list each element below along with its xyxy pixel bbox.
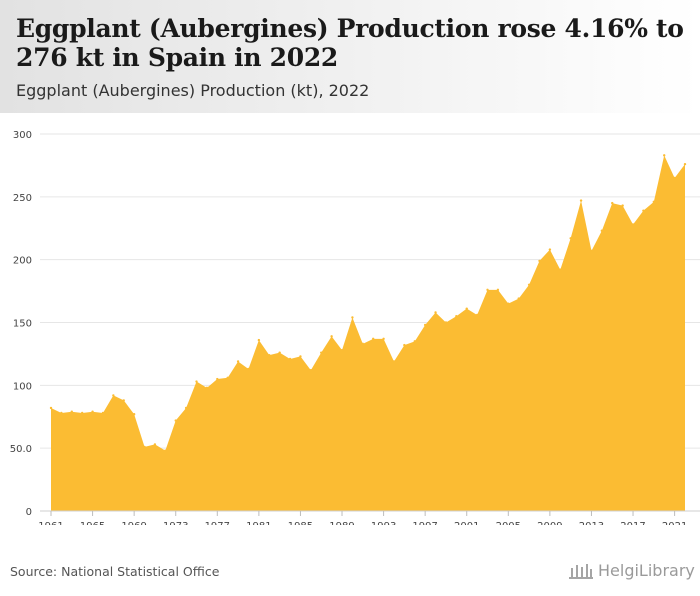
data-point-2019	[652, 200, 656, 204]
x-tick-label: 1989	[329, 521, 354, 525]
data-point-1985	[299, 355, 302, 358]
source-note: Source: National Statistical Office	[10, 564, 220, 579]
x-axis: 1961 1965 1969 1973 1977 1981 1985 1989 1993 1997…	[38, 510, 700, 525]
data-point-1987	[320, 351, 323, 354]
data-point-2015	[611, 201, 614, 205]
data-point-1989	[340, 348, 344, 352]
x-tick-label: 1993	[371, 521, 396, 525]
data-point-1961	[49, 406, 53, 410]
data-point-1964	[80, 411, 84, 415]
data-point-1986	[309, 369, 313, 372]
data-point-2005	[507, 302, 510, 305]
data-point-2010	[559, 268, 562, 271]
data-point-1994	[392, 360, 396, 363]
data-point-2018	[642, 209, 645, 212]
data-point-1999	[444, 321, 448, 324]
data-point-1993	[382, 337, 385, 341]
chart-subtitle: Eggplant (Aubergines) Production (kt), 2…	[16, 81, 370, 100]
y-tick-label: 100	[13, 381, 32, 392]
area-layer	[49, 154, 687, 512]
x-tick-label: 1997	[412, 521, 437, 525]
data-point-1982	[268, 353, 271, 357]
bank-building-icon	[569, 563, 593, 579]
x-tick-label: 2013	[579, 521, 604, 525]
data-point-1983	[278, 351, 281, 354]
page-title: Eggplant (Aubergines) Production rose 4.…	[16, 14, 684, 72]
data-point-1972	[164, 449, 167, 452]
data-point-1998	[434, 311, 437, 314]
x-tick-label: 1969	[121, 521, 146, 525]
data-point-2012	[579, 199, 583, 202]
data-point-1962	[60, 411, 63, 415]
x-tick-label: 1973	[163, 521, 188, 525]
data-point-1997	[423, 323, 427, 327]
x-tick-label: 1981	[246, 521, 271, 525]
data-point-2021	[673, 176, 676, 180]
data-point-1991	[361, 342, 364, 346]
x-tick-label: 2005	[496, 521, 521, 525]
data-point-2007	[527, 283, 531, 286]
data-point-1992	[372, 337, 375, 341]
data-point-1973	[174, 419, 177, 422]
data-point-2001	[465, 307, 468, 310]
data-point-2022	[683, 162, 687, 166]
data-point-2020	[663, 154, 666, 157]
data-point-1968	[122, 399, 125, 402]
data-point-1967	[112, 394, 115, 397]
production-area-chart: 0 50.0 100 150 200 250 300 1961 1965 1969 1973 197…	[10, 130, 700, 525]
y-tick-label: 250	[13, 193, 32, 204]
data-point-2008	[538, 259, 541, 263]
y-tick-label: 0	[26, 507, 32, 518]
data-point-1970	[143, 445, 146, 449]
data-point-1995	[403, 343, 406, 347]
data-point-1981	[257, 338, 261, 342]
x-tick-label: 1977	[205, 521, 230, 525]
data-point-2003	[486, 288, 489, 292]
data-point-2017	[631, 223, 635, 226]
x-tick-label: 2021	[662, 521, 687, 525]
data-point-2006	[517, 297, 520, 300]
x-tick-label: 2017	[620, 521, 645, 525]
data-point-2009	[548, 248, 552, 251]
data-point-1979	[236, 360, 240, 363]
x-tick-label: 1985	[288, 521, 313, 525]
y-tick-label: 300	[13, 130, 32, 141]
y-tick-label: 200	[13, 256, 32, 267]
data-point-1965	[91, 410, 94, 413]
data-point-1976	[205, 386, 209, 390]
data-point-1977	[216, 377, 219, 381]
y-tick-label: 150	[13, 319, 32, 330]
x-tick-label: 2009	[537, 521, 562, 525]
production-area	[51, 155, 685, 512]
data-point-1963	[70, 410, 73, 413]
data-point-1978	[226, 376, 229, 379]
data-point-2016	[621, 204, 624, 207]
data-point-1971	[153, 443, 157, 446]
data-point-2014	[600, 229, 604, 232]
y-axis: 0 50.0 100 150 200 250 300	[10, 130, 32, 518]
data-point-1984	[288, 357, 292, 361]
data-point-1974	[184, 406, 188, 410]
data-point-2011	[569, 237, 572, 240]
x-tick-label: 1965	[80, 521, 105, 525]
data-point-1988	[330, 335, 333, 338]
brand-name: HelgiLibrary	[598, 561, 695, 580]
data-point-2013	[590, 249, 593, 253]
data-point-1980	[247, 367, 250, 371]
data-point-1966	[101, 411, 105, 415]
x-tick-label: 1961	[38, 521, 63, 525]
helgilibrary-logo[interactable]: HelgiLibrary	[568, 561, 695, 580]
x-tick-label: 2001	[454, 521, 479, 525]
data-point-2000	[455, 315, 458, 318]
data-point-1996	[413, 340, 416, 343]
header-band: Eggplant (Aubergines) Production rose 4.…	[0, 0, 700, 113]
data-point-1969	[132, 413, 136, 416]
data-point-2004	[496, 288, 500, 292]
data-point-1975	[195, 380, 198, 383]
data-point-1990	[351, 316, 354, 319]
data-point-2002	[475, 313, 479, 317]
y-tick-label: 50.0	[10, 444, 32, 455]
